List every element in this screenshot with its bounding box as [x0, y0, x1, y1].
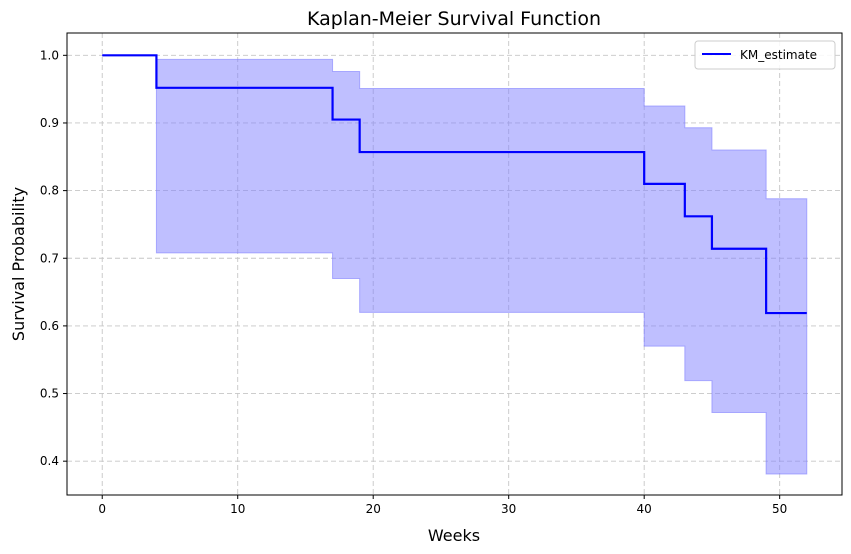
- y-tick-label: 1.0: [40, 48, 59, 62]
- km-estimate-line: [102, 54, 807, 315]
- chart-title: Kaplan-Meier Survival Function: [307, 8, 601, 30]
- plot-frame: [66, 32, 843, 496]
- series-layer: [102, 54, 807, 315]
- y-axis-title: Survival Probability: [9, 187, 28, 341]
- confidence-band: [102, 54, 808, 475]
- confidence-band-layer: [102, 54, 808, 475]
- y-axis: 0.4 0.5 0.6 0.7 0.8 0.9 1.0: [40, 48, 67, 468]
- x-axis: 0 10 20 30 40 50: [98, 495, 787, 516]
- legend-box: [694, 40, 836, 70]
- x-tick-label: 30: [501, 502, 516, 516]
- y-tick-label: 0.9: [40, 116, 59, 130]
- x-tick-label: 10: [230, 502, 245, 516]
- legend: KM_estimate: [694, 40, 836, 70]
- y-tick-label: 0.4: [40, 454, 59, 468]
- y-tick-label: 0.6: [40, 319, 59, 333]
- x-axis-title: Weeks: [428, 526, 480, 545]
- y-tick-label: 0.8: [40, 184, 59, 198]
- x-tick-label: 0: [98, 502, 106, 516]
- y-tick-label: 0.5: [40, 387, 59, 401]
- x-tick-label: 20: [366, 502, 381, 516]
- y-tick-label: 0.7: [40, 251, 59, 265]
- x-tick-label: 40: [637, 502, 652, 516]
- legend-label: KM_estimate: [740, 48, 817, 62]
- x-tick-label: 50: [772, 502, 787, 516]
